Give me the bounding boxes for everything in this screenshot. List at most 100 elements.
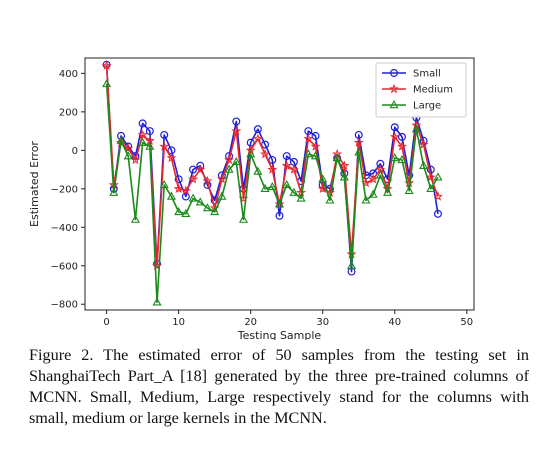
data-point-medium: [159, 141, 170, 151]
data-point-medium: [425, 172, 436, 182]
data-point-medium: [260, 148, 271, 159]
data-point-medium: [281, 160, 292, 170]
data-point-small: [311, 131, 320, 140]
data-point-large: [404, 185, 414, 194]
y-tick-label: 400: [59, 69, 78, 80]
data-point-large: [102, 79, 112, 88]
axes: 0 10 20 30 40 50 400 200 0 −200 −400 −600 −800 Testin…: [28, 57, 475, 340]
data-point-medium: [202, 175, 213, 186]
figure-caption: Figure 2. The estimated error of 50 samp…: [29, 346, 529, 427]
data-point-medium: [310, 141, 321, 151]
data-point-small: [138, 119, 147, 128]
data-point-medium: [418, 139, 429, 149]
legend-label-large: Large: [413, 101, 441, 112]
legend-entry-large: Large: [382, 100, 441, 112]
y-tick-label: −800: [51, 300, 78, 311]
data-point-large: [159, 180, 169, 189]
data-point-medium: [339, 160, 350, 170]
data-point-large: [267, 181, 277, 191]
data-point-small: [397, 132, 406, 141]
data-point-medium: [137, 129, 148, 140]
data-point-medium: [368, 173, 379, 184]
data-point-large: [188, 193, 198, 202]
data-point-small: [232, 117, 241, 126]
data-point-large: [354, 147, 364, 156]
data-point-large: [152, 297, 162, 306]
data-point-small: [261, 140, 270, 149]
data-point-large: [138, 137, 148, 146]
data-point-large: [296, 193, 306, 202]
y-tick-label: −400: [51, 223, 78, 234]
y-tick-label: 200: [59, 107, 78, 118]
data-point-large: [246, 149, 256, 158]
data-point-large: [383, 187, 393, 196]
data-point-medium: [389, 131, 400, 142]
data-point-medium: [303, 133, 314, 144]
data-point-large: [318, 174, 328, 183]
data-point-medium: [274, 198, 285, 209]
data-point-large: [426, 183, 436, 193]
data-point-large: [339, 172, 349, 181]
data-point-medium: [180, 185, 191, 195]
legend: Small Medium Large: [375, 62, 467, 118]
data-point-medium: [130, 154, 141, 165]
data-point-medium: [224, 154, 235, 165]
data-point-large: [195, 197, 205, 206]
data-point-medium: [267, 164, 278, 174]
data-point-medium: [245, 145, 256, 155]
data-point-large: [274, 199, 285, 208]
data-point-small: [390, 123, 399, 132]
data-point-large: [202, 203, 213, 212]
legend-box: [375, 62, 467, 118]
plot-frame: [84, 57, 475, 311]
data-point-small: [253, 125, 262, 134]
data-point-medium: [411, 120, 422, 130]
data-point-medium: [231, 125, 242, 136]
data-point-medium: [353, 137, 364, 147]
legend-marker-medium: [389, 83, 399, 94]
x-axis-label: Testing Sample: [237, 329, 322, 340]
x-tick-label: 50: [460, 317, 473, 328]
data-point-large: [282, 180, 292, 189]
data-point-large: [210, 206, 220, 216]
data-point-large: [116, 135, 126, 144]
data-point-large: [289, 187, 299, 196]
data-point-small: [160, 130, 169, 139]
x-tick-label: 10: [172, 317, 185, 328]
data-point-large: [325, 195, 335, 204]
data-point-large: [411, 124, 421, 133]
legend-marker-small: [390, 68, 399, 77]
x-tick-label: 0: [103, 317, 109, 328]
x-tick-label: 40: [388, 317, 401, 328]
data-point-large: [217, 191, 227, 200]
x-tick-label: 20: [244, 317, 257, 328]
data-point-large: [238, 214, 249, 223]
data-point-large: [145, 141, 155, 150]
data-point-large: [123, 151, 133, 160]
data-point-large: [368, 189, 378, 198]
data-point-medium: [332, 148, 343, 159]
data-point-small: [376, 159, 385, 168]
error-line-chart: 0 10 20 30 40 50 400 200 0 −200 −400 −600 −800 Testin…: [28, 57, 475, 340]
data-point-large: [375, 170, 385, 179]
data-point-small: [268, 155, 277, 164]
data-point-medium: [216, 173, 227, 184]
data-point-medium: [195, 164, 206, 174]
data-point-large: [346, 260, 357, 269]
data-point-large: [397, 155, 407, 164]
data-point-medium: [252, 133, 263, 144]
data-point-medium: [173, 183, 184, 194]
legend-label-medium: Medium: [413, 85, 453, 96]
data-point-medium: [123, 143, 134, 153]
y-tick-label: −600: [51, 261, 78, 272]
data-point-medium: [396, 141, 407, 151]
data-point-large: [253, 166, 263, 175]
data-point-small: [181, 192, 190, 201]
legend-marker-large: [389, 100, 399, 109]
legend-entry-medium: Medium: [382, 83, 453, 96]
data-point-large: [361, 195, 371, 204]
y-axis-label: Estimated Error: [28, 141, 41, 227]
data-point-large: [109, 187, 119, 196]
data-point-large: [260, 183, 270, 193]
